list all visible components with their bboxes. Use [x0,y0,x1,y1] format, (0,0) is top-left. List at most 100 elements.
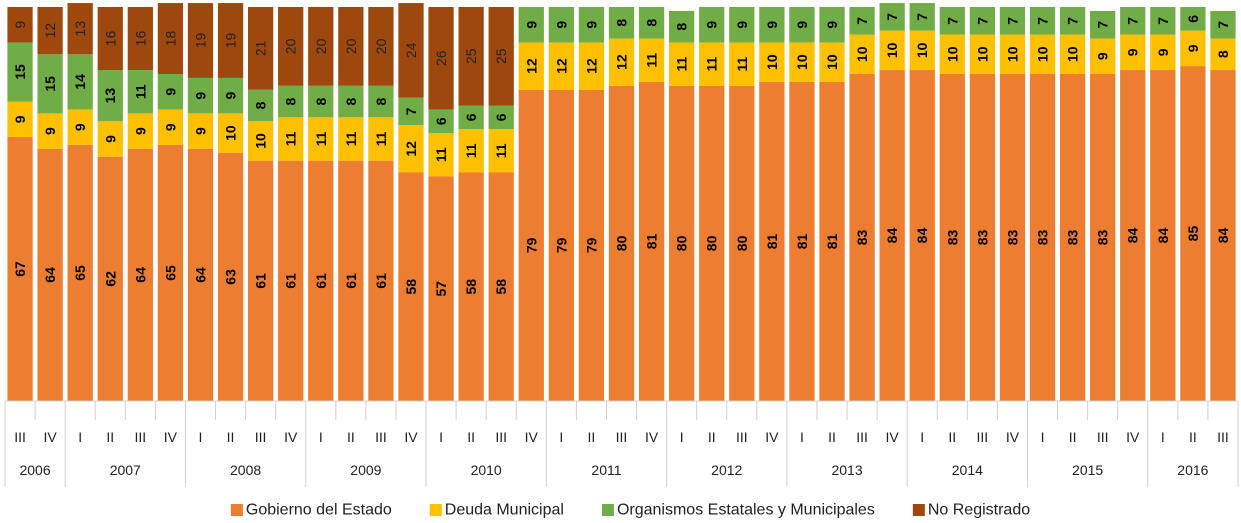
data-label: 16 [132,31,148,47]
data-label: 7 [944,17,960,25]
x-tick-label: I [78,429,82,445]
bar-segment [669,42,695,86]
bar-segment [338,85,364,118]
data-label: 20 [343,38,359,54]
bar-segment [849,34,875,74]
data-label: 10 [854,46,870,62]
data-label: 10 [1004,46,1020,62]
data-label: 11 [704,57,720,72]
data-label: 10 [1065,46,1081,62]
data-label: 7 [1004,17,1020,25]
data-label: 12 [614,54,630,70]
data-label: 9 [192,127,208,135]
data-label: 9 [764,21,780,29]
bar-segment [578,89,605,402]
x-tick-label: I [800,429,804,445]
bar-segment [247,89,274,122]
bar-segment [638,7,665,39]
data-label: 15 [12,64,28,80]
bar-segment [37,7,63,55]
x-tick-label: III [616,429,628,445]
data-label: 9 [223,92,239,100]
bar-segment [127,7,153,71]
bar-segment [608,38,635,86]
data-label: 61 [313,273,329,289]
data-label: 10 [944,46,960,62]
data-label: 11 [313,131,329,146]
bar-segment [969,7,996,35]
bar-segment [699,42,725,86]
x-tick-label: I [1161,429,1165,445]
group-label: 2009 [350,462,381,478]
legend-label: Deuda Municipal [445,502,564,519]
data-label: 6 [493,113,509,121]
bar-segment [488,105,514,130]
data-label: 8 [614,19,630,27]
data-label: 9 [1155,48,1171,56]
bar-segment [428,176,454,401]
bar-segment [969,34,996,74]
data-label: 79 [553,237,569,253]
data-label: 7 [884,13,900,21]
bar-segment [1180,30,1206,67]
data-label: 25 [463,48,479,64]
data-label: 12 [42,23,58,39]
bar-segment [458,105,484,130]
bar-segment [909,3,935,31]
legend-swatch [912,504,925,516]
data-label: 9 [1125,48,1141,56]
x-tick-label: IV [645,429,659,445]
bar-segment [729,42,755,86]
data-label: 58 [493,279,509,295]
bar-segment [217,3,244,78]
bar-segment [488,129,514,173]
bar-segment [428,133,454,177]
data-label: 81 [764,233,780,249]
x-tick-label: III [1217,429,1229,445]
bar-segment [1059,7,1086,35]
bar-segment [759,7,785,43]
data-label: 80 [614,235,630,251]
bar-segment [458,172,484,401]
bar-segment [278,7,304,86]
data-label: 9 [192,92,208,100]
legend-label: No Registrado [928,502,1030,519]
bar-segment [518,42,544,90]
bar-segment [7,101,33,138]
data-label: 9 [553,21,569,29]
data-label: 65 [162,265,178,281]
group-label: 2011 [591,462,621,478]
bar-segment [7,137,33,401]
bar-segment [67,54,93,110]
data-label: 11 [734,57,750,72]
data-label: 7 [1065,17,1081,25]
data-label: 80 [674,235,690,251]
legend-label: Gobierno del Estado [246,502,392,519]
group-label: 2012 [711,462,742,478]
data-label: 11 [373,131,389,146]
data-label: 7 [1125,17,1141,25]
data-label: 84 [914,228,930,244]
bar-segment [67,109,93,145]
bar-segment [849,7,875,35]
bar-segment [428,109,454,134]
data-label: 12 [403,141,419,157]
bar-segment [308,117,334,161]
data-label: 10 [253,133,269,149]
data-label: 9 [162,123,178,131]
bar-segment [488,7,514,106]
data-label: 83 [974,229,990,245]
data-label: 64 [42,267,58,283]
bar-segment [278,85,304,118]
group-label: 2013 [831,462,862,478]
bar-segment [398,97,424,126]
bar-segment [879,70,905,401]
x-tick-label: II [828,429,836,445]
data-label: 9 [132,127,148,135]
bar-segment [699,85,725,402]
bar-segment [398,125,424,173]
group-label: 2008 [230,462,261,478]
x-tick-label: III [1097,429,1109,445]
data-label: 7 [1155,17,1171,25]
bar-segment [488,172,514,401]
